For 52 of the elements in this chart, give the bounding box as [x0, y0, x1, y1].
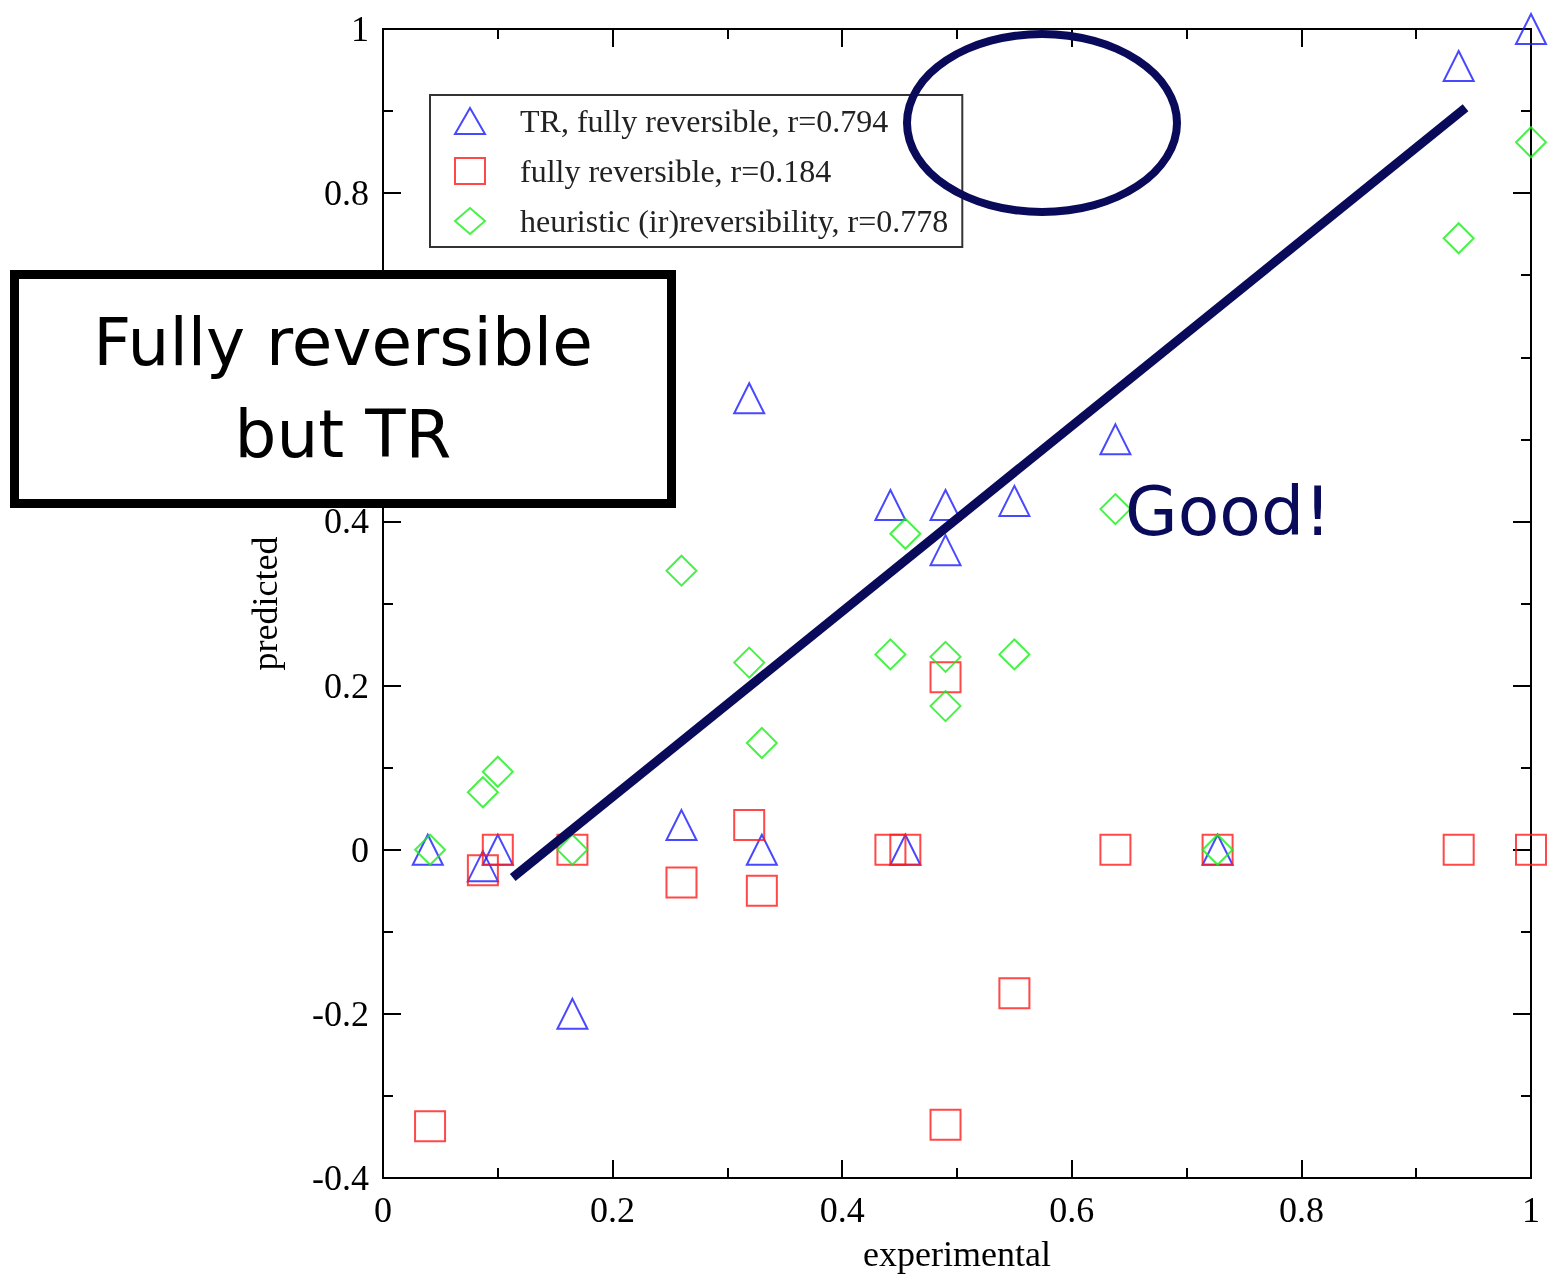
x-tick-label: 0.6 [1049, 1190, 1095, 1230]
point [745, 874, 778, 907]
point [1442, 833, 1475, 866]
point [889, 517, 922, 550]
point [733, 646, 766, 679]
y-tick-label: -0.4 [312, 1158, 369, 1198]
y-tick-label: 0 [351, 829, 369, 870]
point [665, 554, 698, 587]
annotation: Good! [1125, 472, 1332, 551]
point [733, 809, 766, 842]
point [929, 1108, 962, 1141]
y-tick-label: -0.2 [312, 993, 369, 1034]
point [466, 776, 499, 809]
point [1442, 49, 1475, 82]
annotation: Fully reversible but TR [93, 304, 593, 473]
point [556, 997, 589, 1030]
y-tick-label: 1 [351, 9, 369, 49]
point [929, 640, 962, 673]
y-tick-label: 0.4 [324, 501, 369, 542]
point [998, 977, 1031, 1010]
point [665, 809, 698, 842]
point [1099, 833, 1132, 866]
point [1515, 13, 1547, 45]
x-tick-label: 1 [1522, 1190, 1540, 1230]
x-axis-title: experimental [863, 1234, 1051, 1274]
point [1515, 833, 1547, 866]
point [874, 833, 907, 866]
point [733, 382, 766, 415]
legend-label: heuristic (ir)reversibility, r=0.778 [520, 203, 949, 239]
legend-label: TR, fully reversible, r=0.794 [520, 103, 889, 139]
point [998, 638, 1031, 671]
point [1099, 423, 1132, 456]
x-tick-label: 0.8 [1278, 1190, 1324, 1230]
point [1515, 126, 1547, 159]
x-tick-label: 0.2 [590, 1190, 636, 1230]
point [414, 1110, 447, 1143]
point [929, 690, 962, 723]
legend-label: fully reversible, r=0.184 [520, 153, 832, 189]
point [1442, 222, 1475, 255]
point [929, 534, 962, 567]
y-tick-label: 0.2 [324, 665, 369, 706]
y-tick-label: 0.8 [324, 173, 369, 214]
point [745, 727, 778, 760]
point [481, 755, 514, 788]
y-axis-title: predicted [245, 536, 285, 671]
point [874, 638, 907, 671]
x-tick-label: 0.4 [819, 1190, 865, 1230]
point [874, 489, 907, 522]
point [745, 833, 778, 866]
point [929, 661, 962, 694]
point [665, 866, 698, 899]
point [998, 484, 1031, 517]
